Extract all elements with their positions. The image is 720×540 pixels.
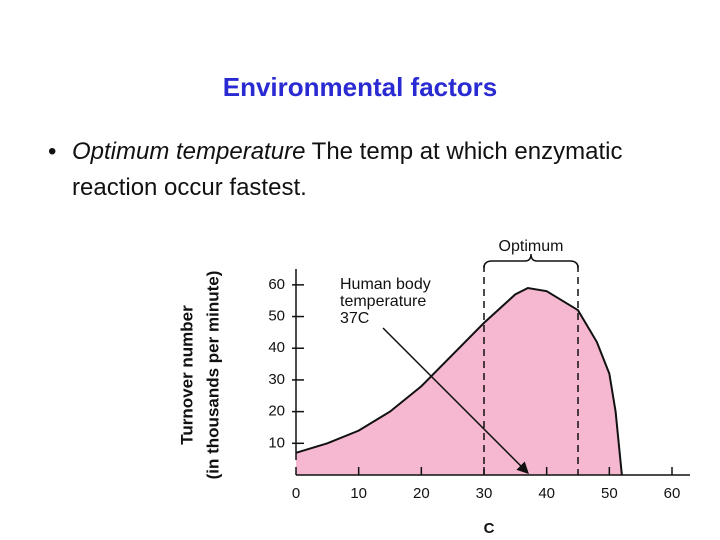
y-axis-label: Turnover number	[177, 305, 196, 445]
slide-title: Environmental factors	[222, 72, 498, 102]
area-fill	[296, 288, 622, 475]
x-tick-label: 20	[413, 485, 430, 502]
x-tick-label: 40	[538, 485, 555, 502]
annotation-text: Human body	[340, 276, 431, 293]
area-line	[295, 286, 623, 476]
bullet-lead: Optimum temperature	[72, 138, 306, 165]
y-tick-label: 60	[268, 276, 285, 293]
bullet-dot: •	[48, 138, 57, 165]
y-tick-label: 30	[268, 371, 285, 388]
x-tick-label: 60	[664, 485, 681, 502]
bullet-body: The temp at which enzymatic reaction occ…	[72, 138, 623, 201]
x-tick-label: 30	[476, 485, 493, 502]
optimum-label: Optimum	[499, 238, 564, 255]
x-axis-label: C	[484, 520, 495, 537]
annotation-text: 37C	[340, 310, 369, 327]
annotation-text: temperature	[340, 293, 426, 310]
y-axis-label: (in thousands per minute)	[203, 271, 222, 480]
y-tick-label: 20	[268, 403, 285, 420]
y-tick-label: 40	[268, 339, 285, 356]
y-tick-label: 50	[268, 308, 285, 325]
x-tick-label: 0	[292, 485, 300, 502]
bullet-text: Optimum temperature The temp at which en…	[72, 134, 688, 206]
annotation-arrow	[382, 327, 529, 475]
x-tick-label: 50	[601, 485, 618, 502]
x-tick-label: 10	[350, 485, 367, 502]
y-tick-label: 10	[268, 434, 285, 451]
optimum-brace	[483, 253, 579, 269]
bullet: • Optimum temperature The temp at which …	[48, 134, 688, 206]
